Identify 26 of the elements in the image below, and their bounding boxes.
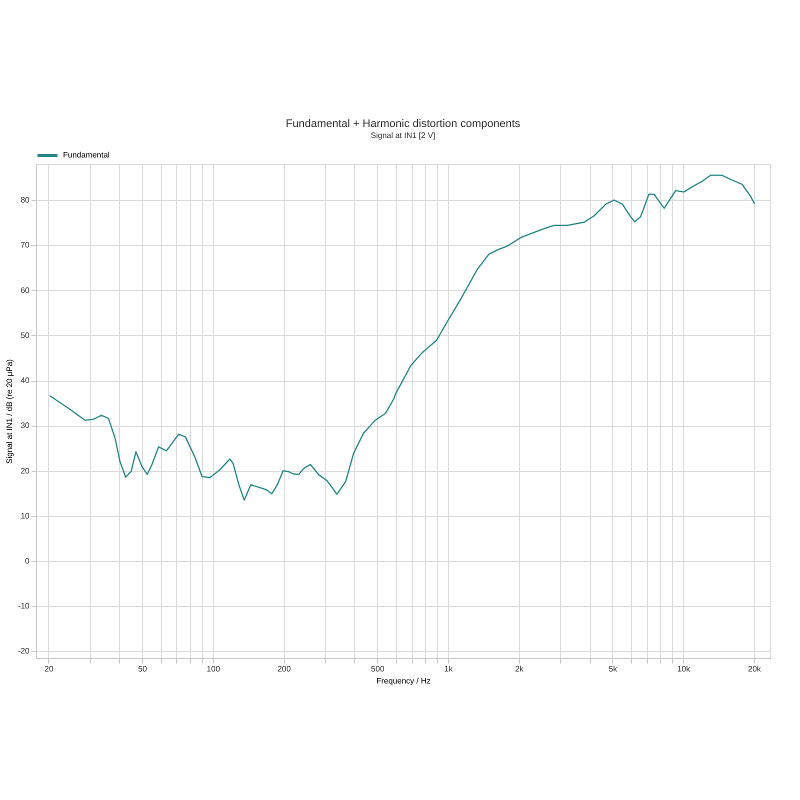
x-tick-label: 2k xyxy=(515,664,525,674)
x-tick-label: 200 xyxy=(277,664,292,674)
y-tick-label: -20 xyxy=(18,646,30,656)
chart-title: Fundamental + Harmonic distortion components xyxy=(286,118,521,130)
x-tick-label: 100 xyxy=(206,664,221,674)
y-tick-label: 30 xyxy=(20,421,30,430)
x-tick-label: 20k xyxy=(748,664,762,674)
x-tick-label: 1k xyxy=(444,664,454,674)
y-tick-label: 10 xyxy=(20,511,30,520)
y-tick-label: 60 xyxy=(20,286,30,295)
y-tick-label: 50 xyxy=(20,330,30,340)
x-tick-label: 50 xyxy=(138,664,148,674)
y-tick-label: 20 xyxy=(20,466,30,476)
y-tick-label: -10 xyxy=(18,602,30,611)
x-tick-label: 10k xyxy=(677,664,692,674)
chart-subtitle: Signal at IN1 [2 V] xyxy=(370,131,436,140)
legend-label: Fundamental xyxy=(63,150,110,160)
y-axis-title: Signal at IN1 / dB (re 20 µPa) xyxy=(4,358,14,464)
y-tick-label: 70 xyxy=(20,240,30,250)
x-tick-label: 5k xyxy=(608,664,618,674)
x-axis-title: Frequency / Hz xyxy=(376,676,431,686)
x-tick-label: 500 xyxy=(371,664,385,674)
y-tick-label: 0 xyxy=(25,556,30,566)
y-tick-label: 40 xyxy=(20,376,30,386)
y-tick-label: 80 xyxy=(20,196,30,205)
x-tick-label: 20 xyxy=(44,664,54,674)
